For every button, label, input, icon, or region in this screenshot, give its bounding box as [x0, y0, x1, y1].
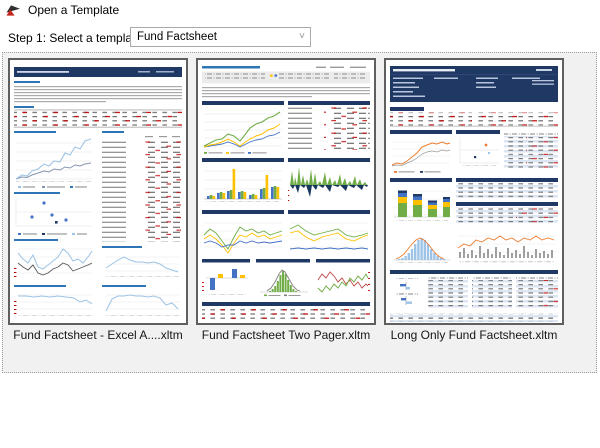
template-caption: Long Only Fund Factsheet.xltm [390, 328, 558, 342]
mini-returns-table [14, 109, 182, 128]
template-dropdown-value: Fund Factsheet [137, 31, 217, 43]
mini-legend [204, 152, 267, 154]
mini-line-chart [289, 222, 369, 252]
step-label: Step 1: Select a template [8, 31, 143, 45]
mini-striped-table [456, 178, 558, 223]
mini-line-chart [203, 222, 283, 254]
mini-histogram-chart [260, 269, 308, 297]
template-card-fund-factsheet-excel: Fund Factsheet - Excel A....xltm [8, 58, 188, 342]
template-dropdown[interactable]: Fund Factsheet ˅ [130, 27, 311, 47]
mini-bar-chart [204, 169, 282, 202]
mini-scatter-chart [15, 198, 92, 229]
template-thumbnail-fund-factsheet-two-pager[interactable] [196, 58, 376, 325]
mini-striped-table [504, 132, 558, 170]
mini-stacked-bar-chart [394, 190, 450, 221]
mini-legend [18, 233, 87, 235]
mini-paragraph [14, 86, 182, 103]
template-card-long-only-fund-factsheet: Long Only Fund Factsheet.xltm [384, 58, 564, 342]
mini-line-chart [317, 271, 370, 296]
chevron-down-icon: ˅ [299, 31, 305, 42]
dialog-titlebar: Open a Template [6, 3, 119, 17]
mini-line-chart [14, 248, 93, 279]
mini-bar-chart [202, 269, 248, 295]
mini-header-bar [14, 67, 182, 77]
mini-stats-table [288, 106, 370, 150]
mini-paragraph [202, 87, 370, 98]
mini-histogram-chart [394, 237, 450, 263]
template-caption: Fund Factsheet Two Pager.xltm [201, 328, 371, 342]
mini-combo-chart [457, 235, 556, 263]
mini-info-band [202, 71, 370, 84]
template-caption: Fund Factsheet - Excel A....xltm [13, 328, 183, 342]
mini-line-chart [203, 111, 282, 148]
app-logo-icon [6, 4, 20, 16]
mini-dense-table [202, 307, 370, 321]
mini-area-chart [288, 167, 368, 203]
mini-dense-table [390, 311, 558, 322]
mini-returns-table [390, 112, 558, 127]
mini-line-chart [391, 141, 451, 168]
thumbnail-preview-graphic [10, 60, 186, 323]
template-thumbnail-fund-factsheet-excel[interactable] [8, 58, 188, 325]
mini-line-chart [15, 138, 92, 182]
mini-line-chart [14, 294, 93, 316]
mini-bar-chart [396, 278, 418, 305]
thumbnail-preview-graphic [386, 60, 562, 323]
mini-legend [394, 171, 441, 173]
thumbnail-preview-graphic [198, 60, 374, 323]
mini-details-table [102, 136, 182, 242]
mini-header-block [390, 66, 558, 102]
template-gallery-panel: Fund Factsheet - Excel A....xltm [2, 52, 597, 373]
dialog-title: Open a Template [28, 3, 120, 17]
mini-line-chart [105, 256, 180, 277]
mini-legend [18, 186, 87, 188]
template-thumbnail-long-only-fund-factsheet[interactable] [384, 58, 564, 325]
template-card-fund-factsheet-two-pager: Fund Factsheet Two Pager.xltm [196, 58, 376, 342]
mini-line-chart [105, 294, 180, 316]
mini-striped-table [428, 276, 558, 308]
mini-scatter-chart [459, 137, 498, 166]
